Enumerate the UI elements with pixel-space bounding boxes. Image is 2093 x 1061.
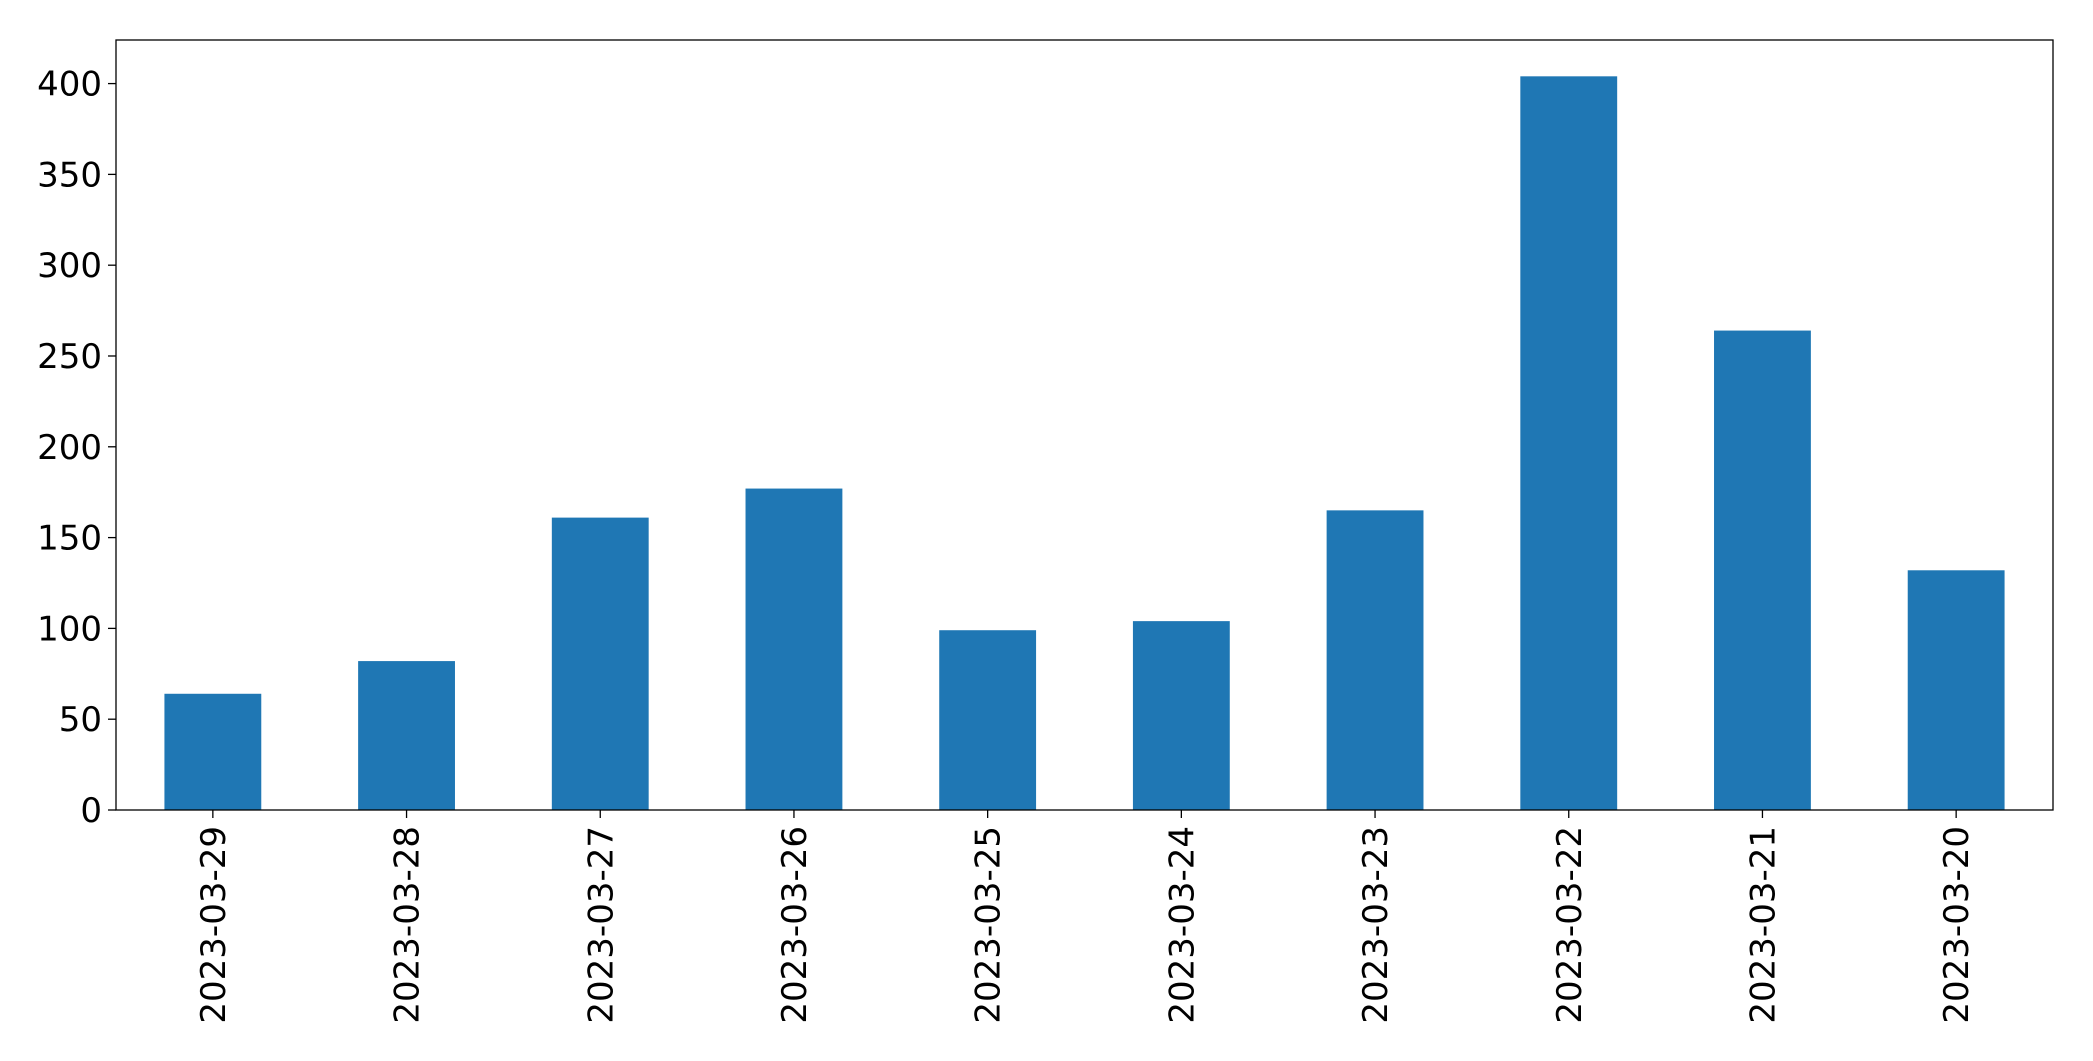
bar <box>1520 76 1618 811</box>
x-tick-label: 2023-03-28 <box>388 826 428 1024</box>
bar <box>164 693 262 810</box>
y-tick-label: 200 <box>37 428 102 468</box>
x-tick-label: 2023-03-23 <box>1356 826 1396 1024</box>
y-tick-label: 250 <box>37 337 102 377</box>
y-tick-label: 100 <box>37 609 102 649</box>
bar <box>1326 510 1424 810</box>
y-tick-label: 150 <box>37 519 102 559</box>
x-tick-label: 2023-03-25 <box>969 826 1009 1024</box>
x-tick-label: 2023-03-20 <box>1937 826 1977 1024</box>
x-tick-label: 2023-03-27 <box>581 826 621 1024</box>
x-tick-label: 2023-03-21 <box>1743 826 1783 1024</box>
y-tick-label: 50 <box>59 700 102 740</box>
x-tick-label: 2023-03-26 <box>775 826 815 1024</box>
bar <box>358 661 455 810</box>
y-tick-label: 0 <box>80 791 102 831</box>
plot-frame <box>115 39 2054 811</box>
y-tick-label: 300 <box>37 246 102 286</box>
bar <box>1132 621 1230 810</box>
x-tick-label: 2023-03-29 <box>194 826 234 1024</box>
bar <box>1714 330 1811 810</box>
x-tick-label: 2023-03-22 <box>1550 826 1590 1024</box>
bar <box>939 630 1037 810</box>
y-tick-label: 350 <box>37 155 102 195</box>
bar <box>745 488 843 810</box>
bar <box>551 517 649 810</box>
x-tick-label: 2023-03-24 <box>1162 826 1202 1024</box>
bar <box>1907 570 2005 810</box>
y-tick-label: 400 <box>37 65 102 105</box>
